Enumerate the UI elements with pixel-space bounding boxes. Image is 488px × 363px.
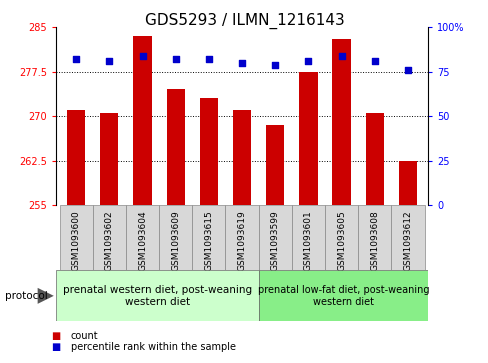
Point <box>138 53 146 58</box>
Point <box>238 60 245 66</box>
Bar <box>133 36 151 205</box>
Bar <box>60 205 93 270</box>
Text: GDS5293 / ILMN_1216143: GDS5293 / ILMN_1216143 <box>144 13 344 29</box>
Text: GSM1093599: GSM1093599 <box>270 210 279 271</box>
Bar <box>325 205 357 270</box>
Point <box>204 56 212 62</box>
Bar <box>192 205 225 270</box>
Bar <box>232 110 251 205</box>
Bar <box>225 205 258 270</box>
Point <box>171 56 179 62</box>
Text: GSM1093608: GSM1093608 <box>369 210 379 271</box>
Bar <box>365 113 383 205</box>
Bar <box>265 125 284 205</box>
Text: GSM1093600: GSM1093600 <box>72 210 81 271</box>
Bar <box>291 205 325 270</box>
Text: GSM1093612: GSM1093612 <box>403 210 411 271</box>
Point <box>105 58 113 64</box>
Bar <box>390 205 424 270</box>
Bar <box>93 205 125 270</box>
Point <box>337 53 345 58</box>
Bar <box>159 205 192 270</box>
Text: GSM1093601: GSM1093601 <box>304 210 312 271</box>
Bar <box>199 98 218 205</box>
Text: GSM1093615: GSM1093615 <box>204 210 213 271</box>
Bar <box>67 110 85 205</box>
Text: GSM1093602: GSM1093602 <box>104 210 114 271</box>
Point <box>271 62 279 68</box>
Text: GSM1093619: GSM1093619 <box>237 210 246 271</box>
Bar <box>166 90 184 205</box>
Bar <box>100 113 118 205</box>
Text: count: count <box>71 331 98 341</box>
Point <box>304 58 312 64</box>
Bar <box>357 205 390 270</box>
Point <box>72 56 80 62</box>
Text: GSM1093604: GSM1093604 <box>138 210 147 271</box>
Bar <box>332 39 350 205</box>
Text: percentile rank within the sample: percentile rank within the sample <box>71 342 235 352</box>
Point <box>403 67 411 73</box>
Polygon shape <box>38 288 54 304</box>
Bar <box>258 205 291 270</box>
Text: ■: ■ <box>51 342 61 352</box>
Text: GSM1093609: GSM1093609 <box>171 210 180 271</box>
Bar <box>56 270 259 321</box>
Bar <box>259 270 427 321</box>
Text: protocol: protocol <box>5 291 47 301</box>
Text: GSM1093605: GSM1093605 <box>336 210 346 271</box>
Bar <box>299 72 317 205</box>
Point <box>370 58 378 64</box>
Text: ■: ■ <box>51 331 61 341</box>
Text: prenatal low-fat diet, post-weaning
western diet: prenatal low-fat diet, post-weaning west… <box>257 285 428 307</box>
Bar <box>398 160 416 205</box>
Bar <box>125 205 159 270</box>
Text: prenatal western diet, post-weaning
western diet: prenatal western diet, post-weaning west… <box>63 285 252 307</box>
